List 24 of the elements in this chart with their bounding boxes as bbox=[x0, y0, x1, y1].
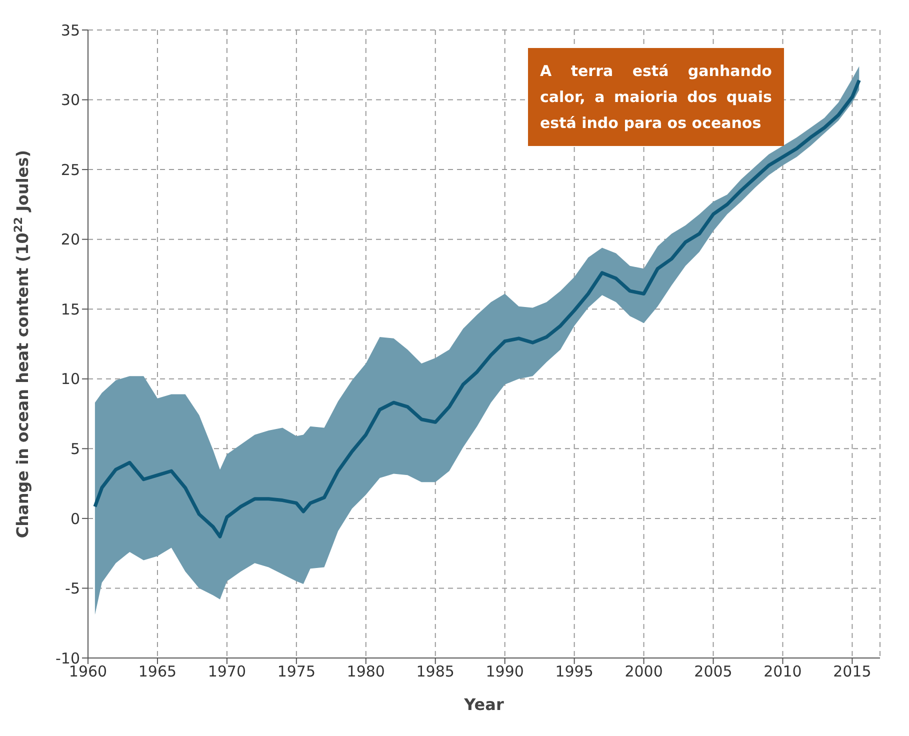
y-tick-label: 10 bbox=[60, 370, 80, 388]
y-tick-label: 20 bbox=[60, 230, 80, 249]
y-tick-label: 5 bbox=[70, 440, 80, 458]
y-tick-label: -5 bbox=[65, 580, 80, 598]
x-tick-label: 1990 bbox=[486, 662, 524, 681]
x-tick-label: 1960 bbox=[68, 662, 108, 681]
line-series bbox=[93, 78, 861, 538]
annotation: A terra está ganhando calor, a maioria dos quais está indo para os oceanos bbox=[528, 48, 784, 146]
x-tick-label: 1975 bbox=[277, 662, 316, 681]
x-tick-label: 1980 bbox=[346, 662, 385, 681]
y-tick-label: 35 bbox=[60, 21, 80, 40]
y-tick-label: 0 bbox=[70, 510, 80, 528]
x-tick-label: 2010 bbox=[764, 662, 802, 681]
x-tick-label: 1995 bbox=[555, 662, 594, 681]
x-axis-title: Year bbox=[463, 695, 504, 714]
x-tick-label: 1970 bbox=[208, 662, 246, 681]
y-tick-label: 25 bbox=[60, 160, 80, 179]
x-tick-label: 2000 bbox=[624, 662, 663, 681]
x-tick-label: 1965 bbox=[138, 662, 177, 681]
x-tick-label: 2015 bbox=[833, 662, 872, 681]
y-tick-label: 30 bbox=[60, 91, 80, 110]
y-tick-label: 15 bbox=[60, 300, 80, 318]
x-tick-label: 1985 bbox=[416, 662, 454, 681]
x-tick-label: 2005 bbox=[694, 662, 732, 681]
